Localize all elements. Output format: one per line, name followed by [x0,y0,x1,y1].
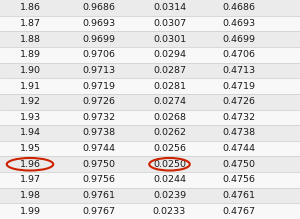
Text: 0.9738: 0.9738 [82,129,116,138]
Text: 1.93: 1.93 [20,113,40,122]
Text: 1.90: 1.90 [20,66,40,75]
Text: 0.4693: 0.4693 [222,19,255,28]
Text: 0.9686: 0.9686 [82,3,116,12]
Text: 1.94: 1.94 [20,129,40,138]
Text: 0.9744: 0.9744 [82,144,116,153]
Text: 0.4699: 0.4699 [222,35,255,44]
Bar [0,0,300,16]
Text: 0.9713: 0.9713 [82,66,116,75]
Text: 0.0281: 0.0281 [153,81,186,90]
Text: 0.4732: 0.4732 [222,113,255,122]
Text: 0.4726: 0.4726 [222,97,255,106]
Text: 0.4686: 0.4686 [222,3,255,12]
Text: 1.99: 1.99 [20,207,40,216]
Text: 0.0301: 0.0301 [153,35,186,44]
Text: 0.4738: 0.4738 [222,129,255,138]
Text: 0.9750: 0.9750 [82,160,116,169]
Text: 1.91: 1.91 [20,81,40,90]
Text: 1.86: 1.86 [20,3,40,12]
Text: 0.4719: 0.4719 [222,81,255,90]
Bar [0,31,300,47]
Text: 0.0244: 0.0244 [153,175,186,184]
Text: 0.0314: 0.0314 [153,3,186,12]
Text: 0.9699: 0.9699 [82,35,116,44]
Text: 0.0262: 0.0262 [153,129,186,138]
Text: 0.9693: 0.9693 [82,19,116,28]
Bar [0,141,300,156]
Text: 0.4744: 0.4744 [222,144,255,153]
Text: 0.0250: 0.0250 [153,160,186,169]
Bar [0,172,300,188]
Text: 0.4713: 0.4713 [222,66,255,75]
Text: 0.4761: 0.4761 [222,191,255,200]
Text: 0.9761: 0.9761 [82,191,116,200]
Text: 0.9719: 0.9719 [82,81,116,90]
Text: 0.4767: 0.4767 [222,207,255,216]
Text: 1.95: 1.95 [20,144,40,153]
Text: 0.9756: 0.9756 [82,175,116,184]
Text: 0.9726: 0.9726 [82,97,116,106]
Text: 1.92: 1.92 [20,97,40,106]
Text: 0.0307: 0.0307 [153,19,186,28]
Text: 1.97: 1.97 [20,175,40,184]
Text: 0.0294: 0.0294 [153,50,186,59]
Text: 1.88: 1.88 [20,35,40,44]
Bar [0,125,300,141]
Bar [0,63,300,78]
Bar [0,47,300,63]
Bar [0,203,300,219]
Bar [0,16,300,31]
Text: 1.98: 1.98 [20,191,40,200]
Text: 0.9767: 0.9767 [82,207,116,216]
Text: 0.0274: 0.0274 [153,97,186,106]
Text: 0.4756: 0.4756 [222,175,255,184]
Text: 0.9732: 0.9732 [82,113,116,122]
Text: 0.0233: 0.0233 [153,207,186,216]
Text: 0.4750: 0.4750 [222,160,255,169]
Bar [0,156,300,172]
Text: 0.0268: 0.0268 [153,113,186,122]
Text: 0.0287: 0.0287 [153,66,186,75]
Text: 0.9706: 0.9706 [82,50,116,59]
Text: 0.0239: 0.0239 [153,191,186,200]
Text: 0.4706: 0.4706 [222,50,255,59]
Text: 1.96: 1.96 [20,160,40,169]
Text: 1.87: 1.87 [20,19,40,28]
Bar [0,188,300,203]
Bar [0,78,300,94]
Text: 0.0256: 0.0256 [153,144,186,153]
Bar [0,94,300,110]
Text: 1.89: 1.89 [20,50,40,59]
Bar [0,110,300,125]
